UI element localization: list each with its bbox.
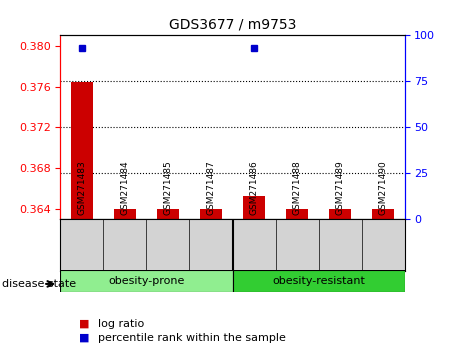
Text: ■: ■: [79, 319, 90, 329]
Title: GDS3677 / m9753: GDS3677 / m9753: [169, 17, 296, 32]
Bar: [286, 209, 308, 219]
Bar: [200, 209, 222, 219]
Bar: [372, 209, 394, 219]
Bar: [232, 270, 405, 292]
Text: obesity-prone: obesity-prone: [108, 276, 185, 286]
Text: obesity-resistant: obesity-resistant: [272, 276, 365, 286]
Text: disease state: disease state: [2, 279, 76, 289]
Text: ■: ■: [79, 333, 90, 343]
Text: percentile rank within the sample: percentile rank within the sample: [98, 333, 286, 343]
Bar: [243, 196, 265, 219]
Bar: [329, 209, 351, 219]
Bar: [60, 270, 232, 292]
Text: log ratio: log ratio: [98, 319, 144, 329]
Bar: [157, 209, 179, 219]
Bar: [71, 82, 93, 219]
Bar: [114, 209, 136, 219]
